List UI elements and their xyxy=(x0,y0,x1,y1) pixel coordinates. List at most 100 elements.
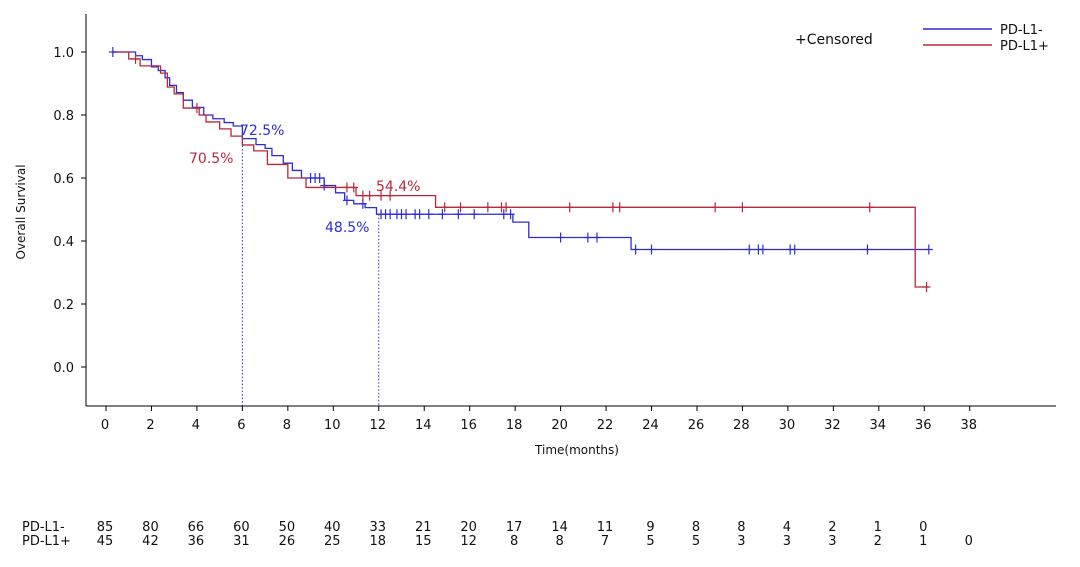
x-tick-label: 30 xyxy=(779,418,796,433)
censor-mark xyxy=(358,190,367,201)
annotation-label: 70.5% xyxy=(189,151,233,167)
annotation-label: 54.4% xyxy=(376,179,420,195)
risk-count: 2 xyxy=(828,520,836,535)
x-tick-label: 18 xyxy=(506,418,523,433)
censor-mark xyxy=(315,173,324,183)
risk-count: 17 xyxy=(506,520,523,535)
legend: +Censored PD-L1-PD-L1+ xyxy=(795,23,1049,54)
risk-count: 3 xyxy=(828,534,836,549)
risk-count: 4 xyxy=(783,520,791,535)
annotation-label: 48.5% xyxy=(325,220,369,236)
x-tick-label: 2 xyxy=(146,418,154,433)
censor-mark xyxy=(386,209,395,220)
risk-count: 8 xyxy=(737,520,745,535)
y-axis-label: Overall Survival xyxy=(14,164,28,259)
censor-mark xyxy=(631,244,640,255)
censor-mark xyxy=(402,209,411,220)
censor-mark xyxy=(790,244,799,255)
censor-mark xyxy=(320,180,329,191)
x-tick-label: 12 xyxy=(369,418,386,433)
censor-mark xyxy=(583,232,592,243)
risk-count: 8 xyxy=(692,520,700,535)
censor-mark xyxy=(615,202,624,213)
censor-mark xyxy=(456,202,465,213)
risk-count: 7 xyxy=(601,534,609,549)
risk-count: 11 xyxy=(597,520,614,535)
risk-count: 8 xyxy=(510,534,518,549)
censor-mark xyxy=(440,202,449,213)
censor-mark xyxy=(454,209,463,220)
x-tick-label: 22 xyxy=(597,418,614,433)
risk-count: 45 xyxy=(97,534,114,549)
x-tick-label: 34 xyxy=(870,418,887,433)
legend-entry: PD-L1+ xyxy=(1000,39,1049,54)
risk-count: 0 xyxy=(965,534,973,549)
censor-mark xyxy=(556,232,565,243)
censor-mark xyxy=(424,209,433,220)
x-tick-label: 28 xyxy=(733,418,750,433)
x-tick-label: 36 xyxy=(915,418,932,433)
censor-mark xyxy=(647,244,656,255)
x-tick-label: 32 xyxy=(824,418,841,433)
censor-mark xyxy=(192,103,201,114)
risk-count: 1 xyxy=(919,534,927,549)
annotations: 72.5% 48.5% 70.5% 54.4% xyxy=(189,123,420,236)
series-line-pd-l1- xyxy=(112,51,929,251)
censor-mark xyxy=(608,202,617,213)
risk-count: 9 xyxy=(646,520,654,535)
censor-mark xyxy=(745,244,754,255)
x-tick-label: 10 xyxy=(324,418,341,433)
censor-mark xyxy=(865,202,874,213)
censor-marks xyxy=(108,47,933,292)
x-tick-label: 38 xyxy=(960,418,977,433)
risk-count: 12 xyxy=(460,534,477,549)
y-tick-label: 0.8 xyxy=(53,109,74,124)
censor-mark xyxy=(506,209,515,220)
censor-mark xyxy=(342,195,351,206)
risk-count: 2 xyxy=(874,534,882,549)
x-axis-label: Time(months) xyxy=(534,443,619,457)
censor-mark xyxy=(738,202,747,213)
risk-count: 40 xyxy=(324,520,341,535)
x-tick-label: 24 xyxy=(642,418,659,433)
x-tick-label: 16 xyxy=(460,418,477,433)
risk-count: 1 xyxy=(874,520,882,535)
risk-count: 21 xyxy=(415,520,432,535)
risk-table: PD-L1- 85 80 66 60 50 40 33 21 20 17 14 11 9 8 8 4 2 1 0PD-… xyxy=(22,520,973,549)
risk-count: 5 xyxy=(692,534,700,549)
censor-mark xyxy=(438,209,447,220)
censor-mark xyxy=(365,190,374,201)
risk-count: 66 xyxy=(188,520,205,535)
censor-mark xyxy=(386,190,395,201)
annotation-label: 72.5% xyxy=(240,123,284,139)
risk-count: 15 xyxy=(415,534,432,549)
censor-mark xyxy=(499,209,508,220)
censor-mark xyxy=(863,244,872,255)
risk-count: 3 xyxy=(783,534,791,549)
y-tick-label: 1.0 xyxy=(53,46,74,61)
censor-mark xyxy=(349,182,358,193)
risk-row-label: PD-L1- xyxy=(22,520,65,535)
risk-count: 3 xyxy=(737,534,745,549)
censor-mark xyxy=(377,190,386,201)
censor-mark xyxy=(592,232,601,243)
censor-mark xyxy=(922,281,931,292)
y-tick-label: 0.6 xyxy=(53,172,74,187)
x-tick-label: 0 xyxy=(101,418,109,433)
risk-count: 33 xyxy=(369,520,386,535)
risk-row-label: PD-L1+ xyxy=(22,534,71,549)
censor-mark xyxy=(924,244,933,255)
risk-count: 26 xyxy=(279,534,296,549)
risk-count: 31 xyxy=(233,534,250,549)
risk-count: 18 xyxy=(369,534,386,549)
censor-mark xyxy=(415,209,424,220)
censor-mark xyxy=(108,47,117,57)
risk-count: 80 xyxy=(142,520,159,535)
y-tick-label: 0.0 xyxy=(53,361,74,376)
censor-mark xyxy=(342,182,351,193)
censor-mark xyxy=(470,209,479,220)
x-tick-label: 20 xyxy=(551,418,568,433)
censor-mark xyxy=(565,202,574,213)
series-line-pd-l1- xyxy=(112,51,929,288)
censor-mark xyxy=(758,244,767,255)
